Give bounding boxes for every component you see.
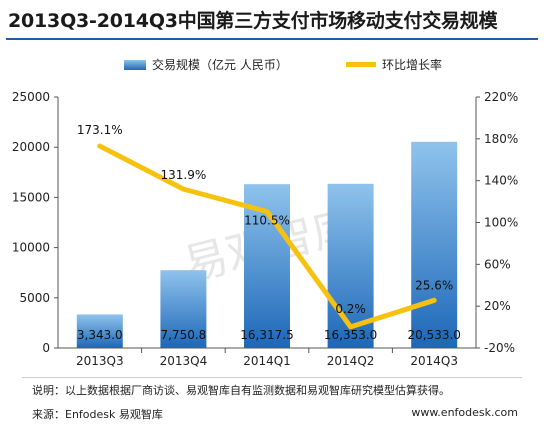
- legend-swatch-line: [346, 62, 376, 67]
- legend-label-bars: 交易规模（亿元 人民币）: [152, 58, 288, 72]
- y-tick-label: 15000: [12, 190, 50, 204]
- bar-value-label: 20,533.0: [407, 328, 460, 342]
- title-divider: [6, 38, 538, 40]
- bar: [411, 141, 458, 348]
- bar-value-label: 16,353.0: [324, 328, 377, 342]
- y-tick-label: 20000: [12, 140, 50, 154]
- legend-item-line: 环比增长率: [346, 56, 442, 73]
- y2-tick-label: -20%: [484, 341, 515, 355]
- chart-title: 2013Q3-2014Q3中国第三方支付市场移动支付交易规模: [8, 10, 498, 32]
- line-value-label: 25.6%: [415, 278, 453, 292]
- bar-value-label: 3,343.0: [77, 328, 123, 342]
- legend-item-bars: 交易规模（亿元 人民币）: [124, 56, 288, 73]
- line-value-label: 173.1%: [77, 123, 123, 137]
- y2-tick-label: 220%: [484, 90, 518, 104]
- bar-value-label: 16,317.5: [240, 328, 293, 342]
- growth-rate-line: [97, 143, 437, 330]
- y2-tick-label: 100%: [484, 216, 518, 230]
- x-tick-label: 2013Q3: [76, 354, 124, 368]
- x-tick-label: 2014Q3: [410, 354, 458, 368]
- y-tick-label: 25000: [12, 90, 50, 104]
- x-tick-label: 2014Q1: [243, 354, 291, 368]
- y2-tick-label: 60%: [484, 257, 511, 271]
- bar: [160, 270, 207, 348]
- legend: 交易规模（亿元 人民币） 环比增长率: [0, 56, 544, 76]
- y2-tick-label: 180%: [484, 132, 518, 146]
- legend-label-line: 环比增长率: [382, 58, 443, 72]
- y-tick-label: 5000: [19, 291, 50, 305]
- footnote: 说明：以上数据根据厂商访谈、易观智库自有监测数据和易观智库研究模型估算获得。: [32, 384, 450, 397]
- website-text: www.enfodesk.com: [411, 406, 518, 419]
- line-value-label: 110.5%: [244, 214, 290, 228]
- source-text: 来源：Enfodesk 易观智库: [32, 408, 163, 421]
- y-tick-label: 10000: [12, 241, 50, 255]
- y2-tick-label: 20%: [484, 299, 511, 313]
- footer-divider: [22, 377, 522, 378]
- bar: [76, 314, 123, 348]
- x-tick-label: 2013Q4: [160, 354, 208, 368]
- y2-tick-label: 140%: [484, 174, 518, 188]
- x-tick-label: 2014Q2: [327, 354, 375, 368]
- legend-swatch-bars: [124, 59, 146, 70]
- line-value-label: 131.9%: [161, 168, 207, 182]
- bar-value-label: 7,750.8: [160, 328, 206, 342]
- y-tick-label: 0: [42, 341, 50, 355]
- line-value-label: 0.2%: [335, 302, 366, 316]
